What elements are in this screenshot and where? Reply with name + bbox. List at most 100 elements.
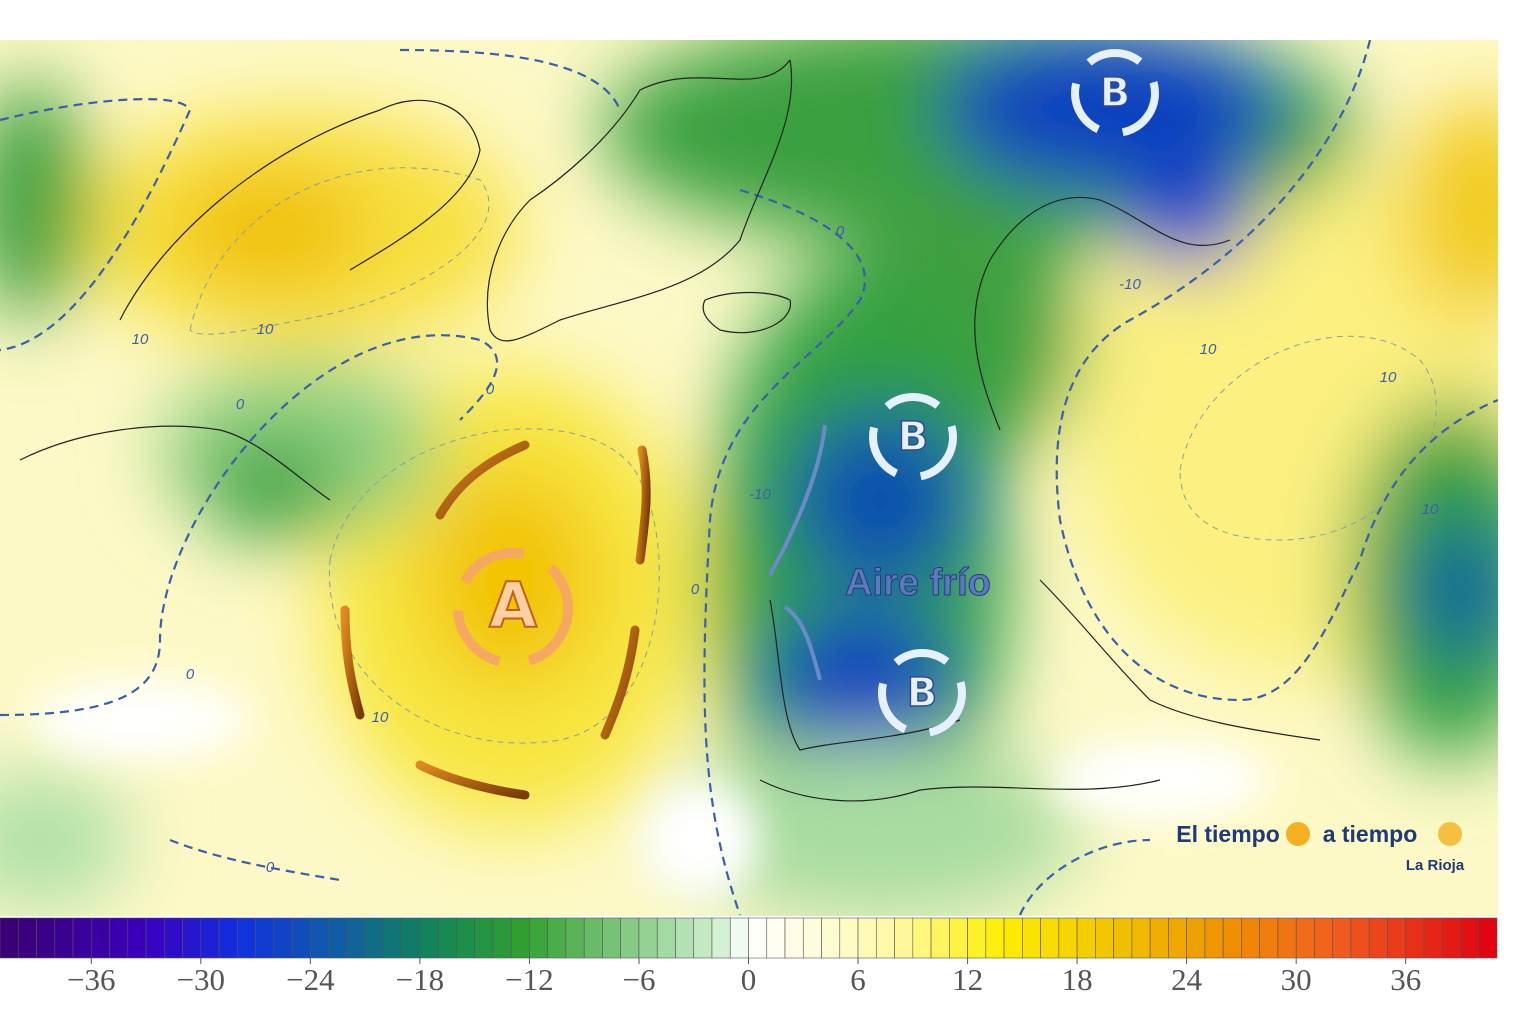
colorbar-cell [291,917,311,959]
colorbar-cell [1095,917,1114,959]
colorbar-cell [218,917,238,959]
colorbar-cell [729,917,749,959]
colorbar-cell [930,917,950,959]
colorbar-cell [54,917,74,959]
colorbar-cell [693,917,713,959]
low-pressure: B [898,414,929,460]
colorbar-cell [1332,917,1352,959]
colorbar-cell [1368,917,1388,959]
colorbar-cell [1277,917,1297,959]
colorbar-cell [1478,917,1498,959]
colorbar-cell [857,917,877,959]
colorbar-cell [1222,917,1242,959]
contour-label: 10 [372,709,389,726]
colorbar-cell [90,917,110,959]
colorbar-tick-label: 6 [850,962,866,997]
colorbar-cell [1387,917,1407,959]
colorbar-cell [164,917,183,959]
colorbar-cell [529,917,548,959]
contour-label: 0 [486,381,495,398]
anomaly-field [0,40,1498,916]
colorbar-cell [328,917,348,959]
contour-label: 10 [257,321,274,338]
colorbar-cell [1241,917,1260,959]
colorbar-cell [492,917,512,959]
watermark-sun [1286,822,1310,846]
cyclone-arrows [340,49,1159,800]
colorbar-cell [36,917,56,959]
colorbar-tick-label: −30 [177,962,225,997]
colorbar-cell [748,917,768,959]
colorbar-cell [145,917,165,959]
high-pressure: A [489,569,537,642]
low-pressure: B [907,670,938,716]
colorbar-tick-label: −6 [622,962,655,997]
contour-label: 0 [691,581,700,598]
colorbar-cell [656,917,676,959]
contour-label: 0 [266,859,275,876]
watermark: La Rioja [1406,857,1465,874]
colorbar-cell [364,917,384,959]
colorbar-tick-label: 24 [1171,962,1203,997]
contour-label: -10 [749,486,771,503]
colorbar-cell [1131,917,1151,959]
colorbar-cell [949,917,968,959]
colorbar-cell [784,917,804,959]
colorbar-cell [1058,917,1078,959]
colorbar-cell [620,917,640,959]
colorbar-cell [711,917,731,959]
colorbar-cell [839,917,859,959]
colorbar-tick-label: 18 [1062,962,1093,997]
colorbar-cell [0,917,19,959]
colorbar-cell [1405,917,1425,959]
colorbar-cell [912,917,932,959]
contour-label: 10 [1200,341,1217,358]
colorbar-tick-label: −12 [505,962,553,997]
colorbar-cell [1423,917,1443,959]
colorbar-cell [310,917,329,959]
colorbar-cell [1259,917,1279,959]
colorbar-cell [72,917,92,959]
watermark-sun [1438,822,1462,846]
colorbar-cell [766,917,786,959]
colorbar-cell [255,917,275,959]
colorbar-cell [1204,917,1224,959]
colorbar-cell [401,917,421,959]
annotation: Aire frío [845,562,991,604]
colorbar-cell [273,917,293,959]
colorbar-cell [1186,917,1206,959]
colorbar-cell [1350,917,1370,959]
colorbar-cell [127,917,147,959]
colorbar-cell [638,917,658,959]
low-pressure: B [1100,70,1131,116]
colorbar-cell [346,917,366,959]
colorbar-cell [967,917,987,959]
colorbar-cell [1314,917,1333,959]
colorbar-cell [200,917,220,959]
colorbar-tick-label: −18 [396,962,444,997]
colorbar-cell [547,917,567,959]
colorbar-tick-label: 12 [952,962,983,997]
watermark: El tiempo [1176,821,1280,847]
colorbar-cell [17,917,37,959]
contour-label: 10 [132,331,149,348]
colorbar-cell [675,917,695,959]
colorbar-tick-label: −36 [67,962,115,997]
colorbar-cell [419,917,439,959]
colorbar-cell [985,917,1005,959]
contour-label: 10 [1422,501,1439,518]
colorbar-cell [456,917,475,959]
colorbar-cell [583,917,603,959]
colorbar-cell [1441,917,1461,959]
colorbar-tick-label: −24 [286,962,335,997]
colorbar-cell [1003,917,1023,959]
colorbar-cell [602,917,622,959]
contour-label: 0 [836,223,845,240]
colorbar-cell [565,917,585,959]
colorbar-cell [510,917,530,959]
colorbar: −36 −30 −24 −18 −12 −6 0 6 12 18 24 30 36 [0,917,1498,997]
colorbar-cell [437,917,457,959]
colorbar-cell [1460,917,1480,959]
